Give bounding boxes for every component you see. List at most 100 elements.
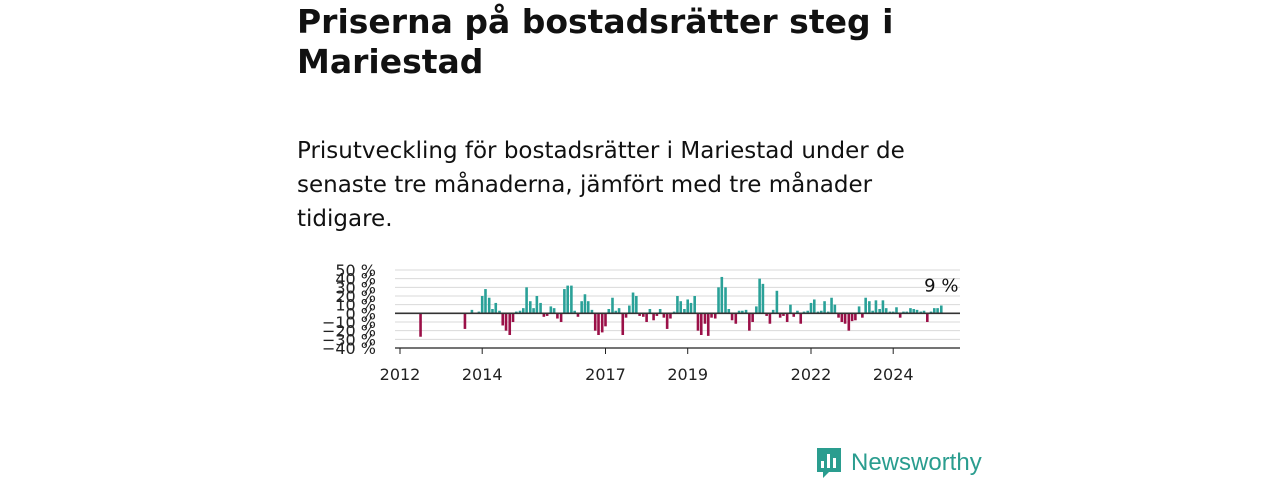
bar	[683, 309, 686, 314]
bar	[734, 313, 738, 324]
bar	[843, 313, 847, 324]
bar	[713, 313, 717, 319]
bar	[830, 297, 833, 314]
bar	[617, 308, 621, 314]
bar	[573, 310, 576, 314]
bar	[518, 310, 522, 314]
bar	[498, 310, 501, 314]
newsworthy-logo: Newsworthy	[815, 446, 982, 480]
bar	[751, 313, 754, 322]
x-axis-ticks: 2012 2014 2017 2019 2022 2024	[380, 348, 914, 384]
last-value-label: 9 %	[924, 276, 958, 297]
bar	[939, 305, 943, 314]
bar	[929, 311, 933, 314]
bar	[837, 313, 840, 318]
bar	[812, 299, 816, 314]
bar	[915, 309, 919, 314]
y-tick-label: −30 %	[322, 330, 376, 349]
bar	[539, 302, 542, 314]
bar	[909, 308, 912, 314]
bar	[658, 309, 662, 314]
bar	[878, 309, 881, 314]
bar	[511, 313, 515, 322]
axes	[395, 312, 960, 349]
bar	[884, 308, 888, 314]
bar	[600, 313, 604, 333]
bar	[642, 313, 645, 317]
bar	[504, 313, 508, 331]
bar	[679, 301, 683, 314]
y-tick-label: 10 %	[335, 296, 376, 315]
bar	[936, 308, 939, 314]
bar	[470, 309, 474, 314]
brand-name: Newsworthy	[851, 449, 982, 476]
bar	[665, 313, 669, 329]
y-tick-label: 0 %	[346, 304, 376, 323]
bar	[857, 306, 861, 314]
x-tick-label: 2019	[667, 365, 708, 384]
bar	[648, 309, 652, 314]
x-tick-label: 2024	[873, 365, 914, 384]
y-tick-label: −20 %	[322, 322, 376, 341]
bar	[515, 311, 518, 314]
bar	[778, 313, 782, 318]
bar	[706, 313, 710, 336]
bar	[744, 309, 748, 314]
bar	[816, 311, 820, 314]
bar	[501, 313, 505, 326]
bar	[607, 309, 611, 314]
bar	[871, 310, 874, 314]
bar	[847, 313, 851, 331]
bar	[419, 313, 422, 337]
bar	[819, 310, 823, 314]
bar	[635, 296, 638, 314]
bar	[919, 311, 923, 314]
bar	[823, 301, 826, 314]
bar	[861, 313, 864, 318]
bar	[905, 311, 909, 314]
bar	[611, 297, 614, 314]
y-tick-label: −10 %	[322, 313, 376, 332]
bar	[621, 313, 625, 335]
bar	[583, 294, 587, 314]
bar	[806, 310, 810, 314]
bar	[676, 296, 679, 314]
bar	[933, 308, 936, 314]
bar	[593, 313, 597, 331]
bar	[590, 309, 594, 314]
bar	[535, 296, 539, 314]
y-tick-label: 40 %	[335, 270, 376, 289]
chart-subtitle: Prisutveckling för bostadsrätter i Marie…	[297, 138, 905, 232]
bar	[912, 309, 916, 314]
bar	[864, 297, 867, 314]
bar	[891, 311, 895, 314]
bar	[672, 311, 676, 314]
bar	[703, 313, 707, 324]
bar	[552, 308, 556, 314]
bar	[655, 313, 659, 316]
bar	[741, 310, 744, 314]
bar	[508, 313, 512, 335]
bar	[463, 313, 467, 329]
bar	[710, 313, 713, 318]
bar	[693, 296, 696, 314]
bar	[566, 285, 569, 314]
x-tick-label: 2012	[380, 365, 421, 384]
bar	[522, 308, 525, 314]
bar	[782, 313, 785, 316]
bar	[559, 313, 563, 322]
bar	[696, 313, 700, 331]
newsworthy-logo-icon	[817, 448, 841, 478]
bar	[727, 309, 731, 314]
y-tick-label: 50 %	[335, 261, 376, 280]
bar	[545, 313, 549, 316]
bar	[491, 309, 494, 314]
bar	[487, 297, 491, 314]
y-axis-ticks: −40 %−30 %−20 %−10 %0 %10 %20 %30 %40 %5…	[322, 261, 376, 358]
bar	[525, 287, 528, 314]
y-tick-label: 20 %	[335, 287, 376, 306]
bar	[730, 313, 734, 321]
bar	[888, 311, 892, 314]
bar	[699, 313, 703, 335]
bar	[833, 304, 837, 314]
